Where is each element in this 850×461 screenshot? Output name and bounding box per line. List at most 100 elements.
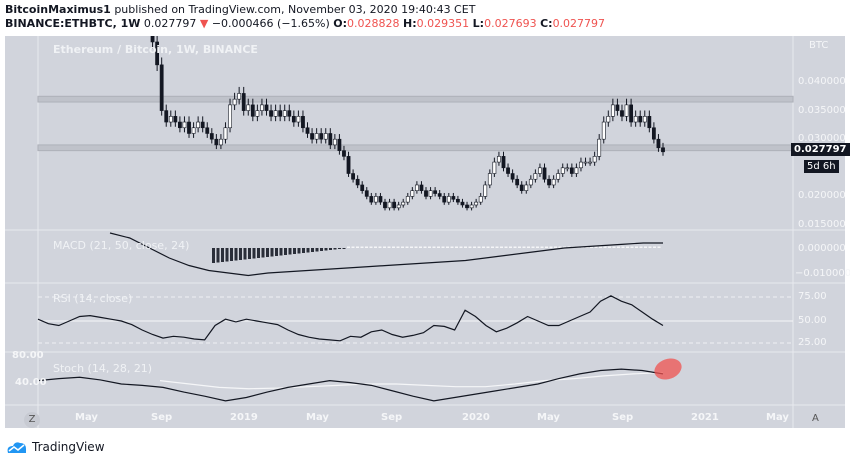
macd-histogram-bar bbox=[392, 246, 395, 248]
macd-histogram-bar bbox=[333, 248, 337, 250]
candle bbox=[424, 190, 428, 197]
currency-label: BTC bbox=[809, 40, 829, 51]
candle bbox=[414, 184, 419, 191]
rsi-label[interactable]: RSI (14, close) bbox=[53, 292, 133, 305]
candle bbox=[419, 184, 424, 191]
candle bbox=[200, 121, 205, 129]
macd-histogram-bar bbox=[473, 246, 476, 248]
chart-canvas[interactable] bbox=[5, 36, 845, 428]
macd-label[interactable]: MACD (21, 50, close, 24) bbox=[53, 239, 190, 252]
candle bbox=[433, 190, 438, 194]
candle bbox=[342, 150, 346, 157]
macd-histogram-bar bbox=[248, 248, 251, 259]
macd-histogram-bar bbox=[603, 246, 607, 248]
macd-histogram-bar bbox=[311, 248, 314, 252]
candle bbox=[346, 156, 351, 174]
candle bbox=[428, 190, 433, 197]
candle bbox=[196, 121, 201, 129]
macd-histogram-bar bbox=[374, 246, 377, 248]
candle bbox=[228, 104, 232, 129]
rsi-tick: 75.00 bbox=[798, 291, 827, 302]
candle bbox=[178, 121, 182, 129]
stoch-tick: 40.00 bbox=[15, 377, 47, 388]
candle bbox=[501, 156, 506, 169]
candle bbox=[651, 127, 656, 140]
candle bbox=[328, 133, 333, 146]
a-button[interactable]: A bbox=[812, 413, 819, 424]
candle bbox=[187, 121, 191, 134]
candle bbox=[519, 184, 524, 191]
macd-histogram-bar bbox=[338, 248, 341, 249]
candle bbox=[241, 93, 246, 111]
macd-histogram-bar bbox=[279, 248, 283, 256]
candle bbox=[337, 138, 342, 151]
macd-histogram-bar bbox=[464, 246, 467, 248]
candle bbox=[314, 133, 319, 140]
stoch-d-line bbox=[159, 371, 664, 390]
candle bbox=[601, 121, 606, 140]
stoch-label[interactable]: Stoch (14, 28, 21) bbox=[53, 362, 153, 375]
macd-histogram-bar bbox=[401, 246, 404, 248]
candle bbox=[396, 204, 401, 209]
symbol-info: BINANCE:ETHBTC, 1W 0.027797 ▼ −0.000466 … bbox=[5, 17, 605, 30]
macd-histogram-bar bbox=[477, 246, 481, 248]
macd-histogram-bar bbox=[383, 246, 386, 248]
candle bbox=[606, 116, 611, 123]
macd-histogram-bar bbox=[522, 246, 526, 248]
candle bbox=[642, 116, 647, 123]
macd-histogram-bar bbox=[356, 246, 359, 248]
macd-histogram-bar bbox=[486, 246, 490, 248]
macd-histogram-bar bbox=[509, 246, 512, 248]
macd-histogram-bar bbox=[270, 248, 274, 257]
macd-line bbox=[109, 232, 663, 277]
macd-histogram-bar bbox=[513, 246, 517, 248]
candle bbox=[387, 201, 392, 209]
macd-histogram-bar bbox=[621, 246, 625, 248]
macd-histogram-bar bbox=[612, 246, 616, 248]
candle bbox=[446, 196, 451, 203]
candle bbox=[332, 138, 337, 146]
macd-histogram-bar bbox=[540, 246, 544, 248]
candle bbox=[456, 198, 460, 203]
author[interactable]: BitcoinMaximus1 bbox=[5, 3, 111, 16]
macd-histogram-bar bbox=[441, 246, 445, 248]
chart-title: Ethereum / Bitcoin, 1W, BINANCE bbox=[53, 43, 258, 56]
candle bbox=[524, 184, 529, 191]
candle bbox=[287, 110, 292, 117]
candle bbox=[223, 127, 228, 140]
macd-histogram-bar bbox=[644, 246, 647, 248]
tradingview-logo[interactable]: TradingView bbox=[6, 440, 105, 454]
macd-histogram-bar bbox=[459, 246, 463, 248]
macd-histogram-bar bbox=[225, 248, 229, 262]
macd-histogram-bar bbox=[275, 248, 278, 256]
time-tick: Sep bbox=[151, 412, 173, 423]
open-value: 0.028828 bbox=[347, 17, 400, 30]
down-arrow-icon: ▼ bbox=[199, 17, 209, 30]
candle bbox=[620, 110, 624, 117]
candle bbox=[282, 110, 287, 117]
macd-histogram-bar bbox=[549, 246, 553, 248]
candle bbox=[305, 127, 310, 134]
candle bbox=[255, 110, 260, 117]
z-button[interactable]: Z bbox=[24, 412, 40, 428]
candle bbox=[360, 184, 365, 191]
macd-histogram-bar bbox=[554, 246, 557, 248]
candle bbox=[155, 41, 160, 66]
candle bbox=[661, 147, 665, 153]
candle bbox=[533, 173, 538, 180]
price-tick: 0.020000 bbox=[798, 190, 846, 201]
candle bbox=[547, 178, 551, 186]
macd-histogram-bar bbox=[293, 248, 296, 254]
candle bbox=[483, 184, 488, 197]
time-tick: Sep bbox=[612, 412, 634, 423]
macd-histogram-bar bbox=[284, 248, 287, 255]
chart-area[interactable]: Ethereum / Bitcoin, 1W, BINANCE BTC 0.04… bbox=[5, 36, 850, 428]
candle bbox=[246, 104, 251, 111]
macd-histogram-bar bbox=[396, 246, 400, 248]
rsi-line bbox=[37, 295, 664, 342]
macd-histogram-bar bbox=[545, 246, 548, 248]
macd-histogram-bar bbox=[405, 246, 409, 248]
macd-histogram-bar bbox=[518, 246, 521, 248]
time-tick: 2019 bbox=[230, 412, 258, 423]
macd-histogram-bar bbox=[585, 246, 589, 248]
